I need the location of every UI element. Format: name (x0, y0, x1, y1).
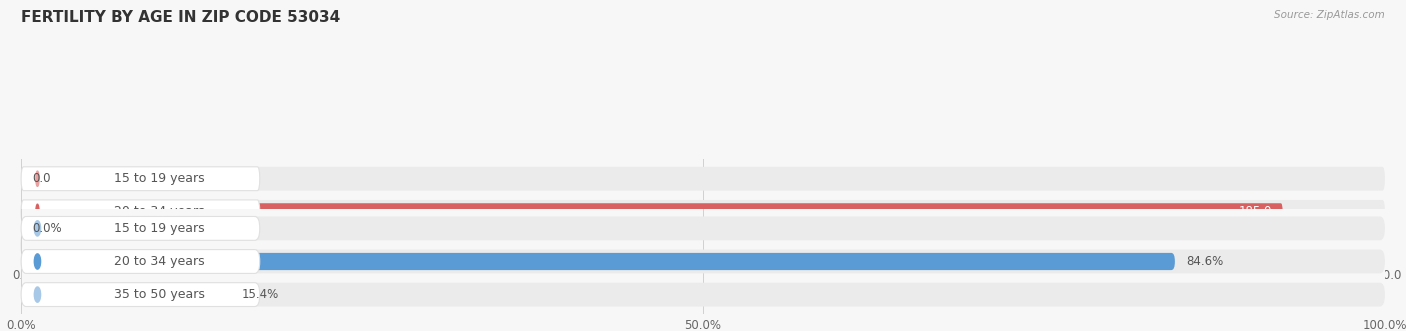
Text: FERTILITY BY AGE IN ZIP CODE 53034: FERTILITY BY AGE IN ZIP CODE 53034 (21, 10, 340, 25)
Text: 0.0: 0.0 (32, 172, 51, 185)
Text: 0.0%: 0.0% (32, 222, 62, 235)
FancyBboxPatch shape (21, 203, 1282, 220)
Circle shape (34, 221, 41, 236)
FancyBboxPatch shape (21, 286, 231, 303)
Circle shape (34, 254, 41, 269)
Circle shape (34, 287, 41, 302)
FancyBboxPatch shape (21, 200, 260, 224)
Text: 185.0: 185.0 (1239, 205, 1271, 218)
FancyBboxPatch shape (21, 233, 260, 257)
Text: Source: ZipAtlas.com: Source: ZipAtlas.com (1274, 10, 1385, 20)
FancyBboxPatch shape (21, 200, 1385, 224)
FancyBboxPatch shape (21, 250, 1385, 273)
FancyBboxPatch shape (21, 233, 1385, 257)
Text: 84.6%: 84.6% (1185, 255, 1223, 268)
Text: 15.4%: 15.4% (242, 288, 280, 301)
Text: 15 to 19 years: 15 to 19 years (114, 172, 205, 185)
Circle shape (37, 204, 39, 219)
Text: 20 to 34 years: 20 to 34 years (114, 255, 205, 268)
FancyBboxPatch shape (21, 253, 1175, 270)
Text: 15 to 19 years: 15 to 19 years (114, 222, 205, 235)
Text: 20 to 34 years: 20 to 34 years (114, 205, 205, 218)
FancyBboxPatch shape (21, 167, 1385, 191)
FancyBboxPatch shape (21, 216, 260, 240)
FancyBboxPatch shape (21, 283, 1385, 307)
FancyBboxPatch shape (21, 167, 260, 191)
FancyBboxPatch shape (21, 236, 150, 254)
FancyBboxPatch shape (21, 283, 260, 307)
Circle shape (37, 171, 39, 186)
Circle shape (37, 237, 39, 253)
Text: 19.0: 19.0 (162, 238, 187, 252)
FancyBboxPatch shape (21, 216, 1385, 240)
Text: 35 to 50 years: 35 to 50 years (114, 288, 205, 301)
Text: 35 to 50 years: 35 to 50 years (114, 238, 205, 252)
FancyBboxPatch shape (21, 250, 260, 273)
